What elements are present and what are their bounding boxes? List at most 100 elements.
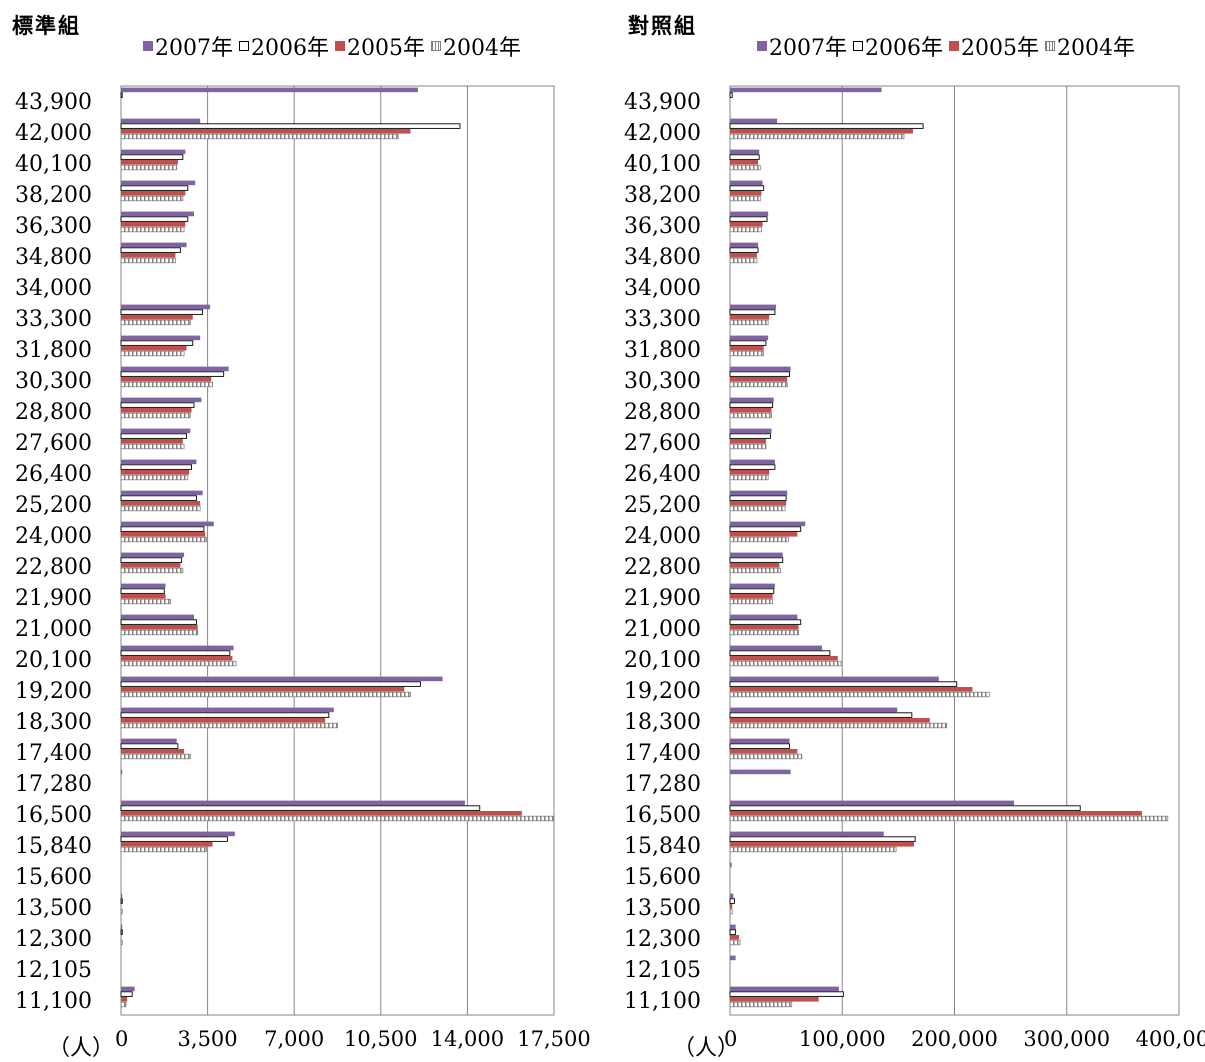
bar-2007-15840 — [730, 831, 884, 837]
bar-2006-28800 — [120, 402, 195, 408]
bar-2004-18300 — [729, 722, 948, 729]
bar-2004-24000 — [120, 536, 207, 543]
bar-2004-22800 — [729, 567, 781, 574]
bar-2007-21900 — [730, 583, 775, 589]
category-label: 26,400 — [624, 462, 701, 487]
bar-2007-11100 — [121, 986, 135, 992]
bar-2005-21900 — [121, 594, 166, 599]
legend-swatch-2005 — [335, 41, 345, 51]
bar-2005-18300 — [121, 718, 326, 723]
bar-2005-13500 — [730, 904, 733, 909]
category-label: 22,800 — [624, 555, 701, 580]
legend-label-2007: 2007年 — [769, 36, 847, 61]
category-label: 19,200 — [15, 679, 92, 704]
legend-item-2007: 2007年 — [143, 30, 233, 62]
category-label: 16,500 — [624, 803, 701, 828]
category-label: 38,200 — [15, 183, 92, 208]
bar-2005-21900 — [730, 594, 773, 599]
category-label: 22,800 — [15, 555, 92, 580]
category-label: 24,000 — [15, 524, 92, 549]
category-label: 20,100 — [15, 648, 92, 673]
bar-2006-16500 — [120, 805, 481, 811]
bar-2007-30300 — [121, 366, 229, 372]
bar-2006-13500 — [729, 898, 735, 904]
bar-2005-38200 — [121, 191, 186, 196]
category-label: 16,500 — [15, 803, 92, 828]
bar-2004-33300 — [120, 319, 191, 326]
x-axis-unit-label: （人） — [673, 1036, 740, 1061]
bar-2004-25200 — [120, 505, 201, 512]
bar-2004-19200 — [120, 691, 411, 698]
category-label: 42,000 — [624, 121, 701, 146]
bar-2005-22800 — [730, 563, 780, 568]
bar-2007-17400 — [730, 738, 790, 744]
bar-2005-24000 — [121, 532, 206, 537]
bar-2007-21000 — [121, 614, 194, 620]
bar-2004-42000 — [729, 133, 905, 140]
bar-2004-31800 — [729, 350, 765, 357]
legend-label-2004: 2004年 — [1057, 36, 1135, 61]
bar-2004-21000 — [729, 629, 799, 636]
bar-2004-21900 — [120, 598, 171, 605]
bar-2007-30300 — [730, 366, 791, 372]
bar-2006-20100 — [729, 650, 831, 656]
bar-2007-26400 — [121, 459, 197, 465]
bar-2007-17400 — [121, 738, 177, 744]
bar-2006-28800 — [729, 402, 774, 408]
bar-2004-40100 — [729, 164, 761, 171]
bar-2004-26400 — [120, 474, 189, 481]
bar-2007-40100 — [730, 149, 760, 155]
bar-2004-15840 — [120, 846, 207, 853]
bar-2005-15840 — [121, 842, 213, 847]
x-tick-label: 3,500 — [178, 1027, 238, 1051]
category-label: 43,900 — [15, 90, 92, 115]
bar-2004-38200 — [729, 195, 761, 202]
category-label: 34,000 — [15, 276, 92, 301]
bar-2007-15840 — [121, 831, 235, 837]
bar-2007-17280 — [730, 769, 791, 775]
bar-2006-11100 — [120, 991, 133, 997]
legend-swatch-2007 — [143, 41, 153, 51]
bar-2007-16500 — [121, 800, 465, 806]
bar-2006-40100 — [729, 154, 760, 160]
bar-2007-26400 — [730, 459, 775, 465]
bar-2004-13500 — [120, 908, 123, 915]
x-tick-label: 400,000 — [1136, 1027, 1205, 1051]
legend-label-2007: 2007年 — [155, 36, 233, 61]
category-label: 13,500 — [624, 896, 701, 921]
bar-2005-20100 — [121, 656, 233, 661]
bar-2004-11100 — [729, 1001, 793, 1008]
category-label: 33,300 — [624, 307, 701, 332]
bar-2004-16500 — [120, 815, 555, 822]
bar-2005-17400 — [121, 749, 185, 754]
bar-2005-38200 — [730, 191, 762, 196]
category-label: 34,800 — [624, 245, 701, 270]
bar-2007-21000 — [730, 614, 798, 620]
bar-2006-30300 — [729, 371, 790, 377]
bar-2004-20100 — [729, 660, 842, 667]
bar-2005-12300 — [730, 935, 739, 940]
bar-2006-43900 — [120, 92, 123, 98]
bar-2005-15840 — [730, 842, 915, 847]
legend-item-2004: 2004年 — [431, 30, 521, 62]
legend-swatch-2004 — [1045, 41, 1055, 51]
bar-2006-36300 — [729, 216, 768, 222]
legend-label-2005: 2005年 — [961, 36, 1039, 61]
bar-2004-33300 — [729, 319, 769, 326]
bar-2006-25200 — [120, 495, 197, 501]
bar-2005-19200 — [730, 687, 973, 692]
legend-item-2005: 2005年 — [335, 30, 425, 62]
bar-2006-17400 — [729, 743, 790, 749]
bar-2004-26400 — [729, 474, 769, 481]
bar-2004-18300 — [120, 722, 338, 729]
category-label: 12,105 — [15, 958, 92, 983]
category-label: 27,600 — [15, 431, 92, 456]
bar-2007-28800 — [121, 397, 202, 403]
category-label: 30,300 — [15, 369, 92, 394]
bar-2006-18300 — [729, 712, 913, 718]
category-label: 17,280 — [624, 772, 701, 797]
bar-2005-26400 — [121, 470, 190, 475]
bar-2006-34800 — [120, 247, 181, 253]
x-tick-label: 17,500 — [517, 1027, 590, 1051]
bar-2005-21000 — [730, 625, 799, 630]
